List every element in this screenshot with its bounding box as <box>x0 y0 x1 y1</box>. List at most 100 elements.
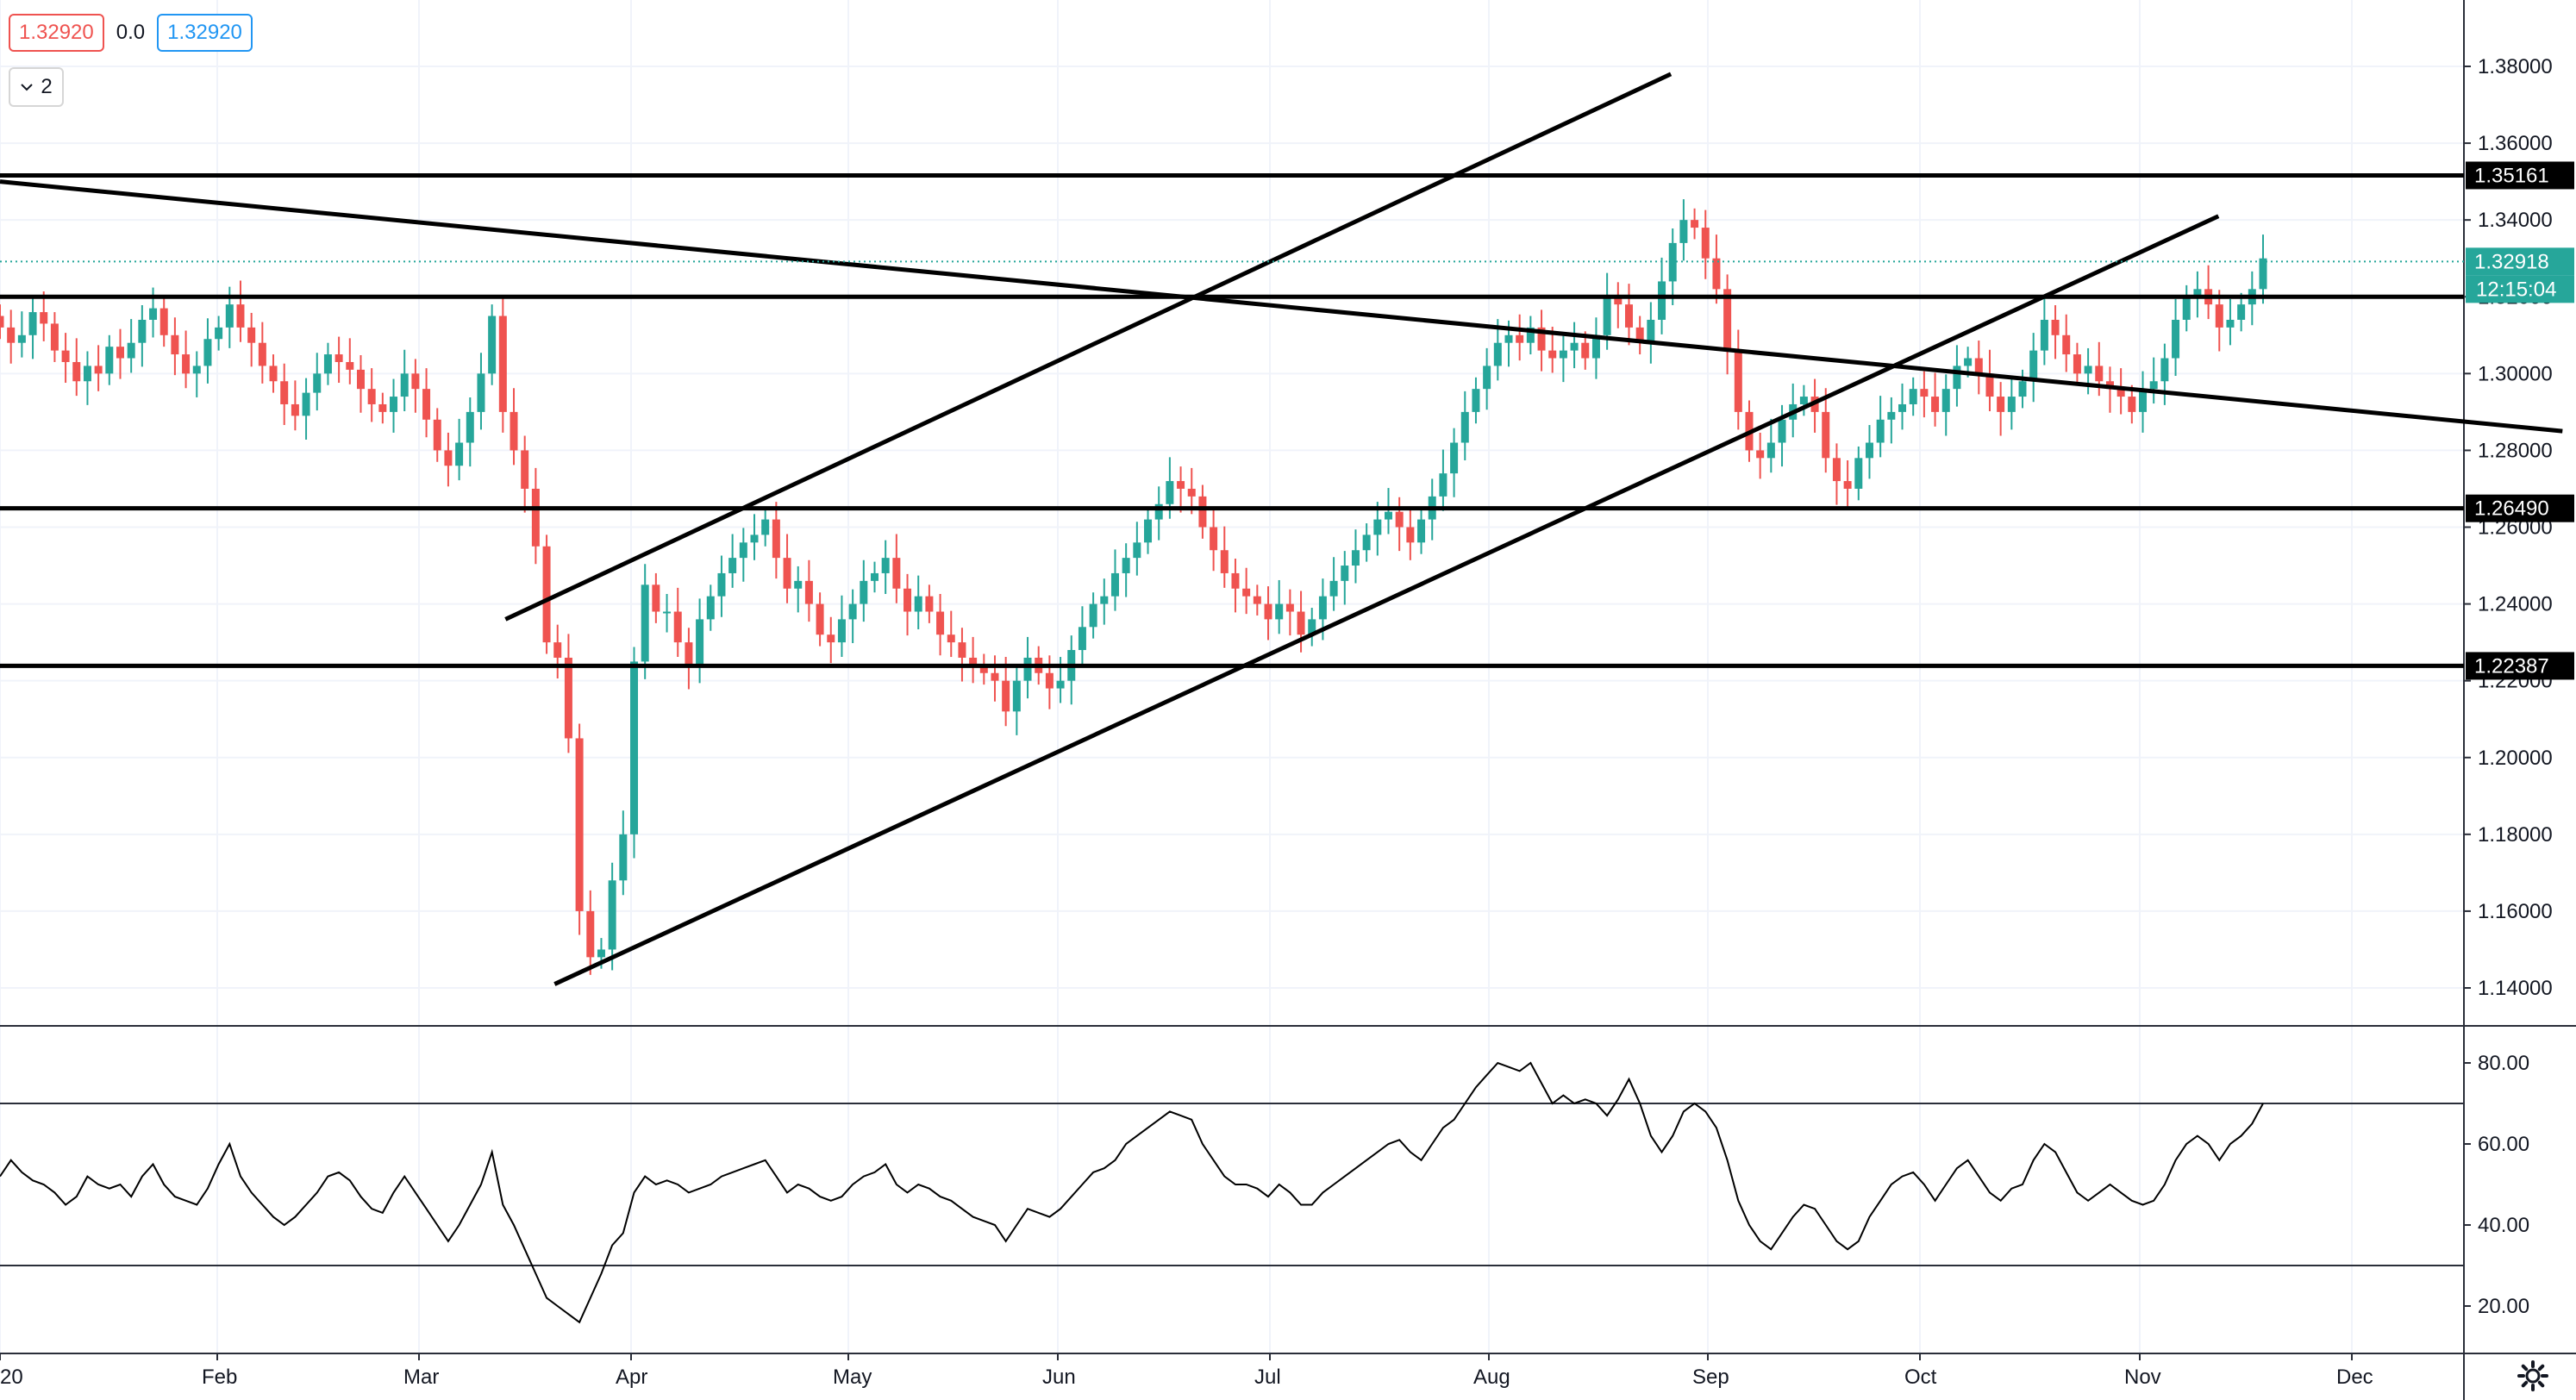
candle-body[interactable] <box>1953 366 1961 390</box>
candle-body[interactable] <box>553 642 562 658</box>
trendline[interactable] <box>504 72 1673 622</box>
candle-body[interactable] <box>1854 458 1863 489</box>
candle-body[interactable] <box>619 834 628 881</box>
candle-body[interactable] <box>1406 527 1415 543</box>
candle-body[interactable] <box>958 642 966 658</box>
candle-body[interactable] <box>302 392 310 416</box>
candle-body[interactable] <box>215 327 223 340</box>
bid-price-box[interactable]: 1.32920 <box>9 14 104 52</box>
candle-body[interactable] <box>1985 373 1994 397</box>
candle-body[interactable] <box>794 580 803 589</box>
candle-body[interactable] <box>1624 304 1633 328</box>
candle-body[interactable] <box>1285 603 1294 612</box>
candle-body[interactable] <box>2018 381 2027 397</box>
candle-body[interactable] <box>892 558 901 589</box>
candle-body[interactable] <box>1220 550 1229 573</box>
candle-body[interactable] <box>1144 519 1153 543</box>
candle-body[interactable] <box>1931 397 1940 412</box>
candle-body[interactable] <box>1974 358 1983 374</box>
candle-body[interactable] <box>1570 342 1579 351</box>
candle-body[interactable] <box>116 347 124 359</box>
candle-body[interactable] <box>1701 228 1710 259</box>
candle-body[interactable] <box>280 381 289 404</box>
candle-body[interactable] <box>860 580 868 604</box>
candle-body[interactable] <box>630 661 639 834</box>
candle-body[interactable] <box>1822 411 1830 459</box>
candle-body[interactable] <box>323 354 332 374</box>
candle-body[interactable] <box>1439 473 1447 497</box>
candle-body[interactable] <box>171 334 179 355</box>
candle-body[interactable] <box>1843 481 1852 489</box>
candle-body[interactable] <box>1385 511 1393 520</box>
candle-body[interactable] <box>1756 450 1765 459</box>
candle-body[interactable] <box>105 347 114 374</box>
indicators-toggle-button[interactable]: 2 <box>9 67 64 107</box>
candle-body[interactable] <box>1591 334 1600 359</box>
candle-body[interactable] <box>521 450 529 489</box>
trendline[interactable] <box>553 214 2220 986</box>
candle-body[interactable] <box>247 327 256 343</box>
candle-body[interactable] <box>969 657 978 666</box>
candle-body[interactable] <box>1166 481 1174 504</box>
candle-body[interactable] <box>1997 397 2005 412</box>
candle-body[interactable] <box>1308 619 1316 635</box>
candle-body[interactable] <box>1154 503 1163 520</box>
candle-body[interactable] <box>2040 319 2048 351</box>
candle-body[interactable] <box>848 603 857 620</box>
candle-body[interactable] <box>1635 327 1644 343</box>
candle-body[interactable] <box>673 611 682 643</box>
candle-body[interactable] <box>2182 297 2191 320</box>
candle-body[interactable] <box>816 603 824 635</box>
candle-body[interactable] <box>696 619 704 666</box>
candle-body[interactable] <box>94 366 103 374</box>
candle-body[interactable] <box>663 611 672 614</box>
candle-body[interactable] <box>608 880 616 950</box>
candle-body[interactable] <box>1002 680 1010 712</box>
candle-body[interactable] <box>378 403 387 412</box>
candle-body[interactable] <box>1133 542 1141 559</box>
candle-body[interactable] <box>717 572 726 597</box>
candle-body[interactable] <box>236 304 245 328</box>
candle-body[interactable] <box>192 366 201 374</box>
candle-body[interactable] <box>1876 419 1885 443</box>
candle-body[interactable] <box>2149 381 2158 390</box>
candle-body[interactable] <box>903 588 912 612</box>
candle-body[interactable] <box>159 308 168 335</box>
candle-body[interactable] <box>1351 550 1360 566</box>
candle-body[interactable] <box>510 411 518 451</box>
candle-body[interactable] <box>1264 603 1272 620</box>
candle-body[interactable] <box>61 350 70 362</box>
candle-body[interactable] <box>1122 558 1130 573</box>
candle-body[interactable] <box>870 572 878 581</box>
candle-body[interactable] <box>586 910 595 958</box>
candle-body[interactable] <box>936 611 945 635</box>
candle-body[interactable] <box>0 316 4 328</box>
candle-body[interactable] <box>1362 534 1371 551</box>
ask-price-box[interactable]: 1.32920 <box>157 14 253 52</box>
candle-body[interactable] <box>783 558 791 589</box>
candle-body[interactable] <box>182 354 191 374</box>
candle-body[interactable] <box>1516 334 1524 343</box>
candle-body[interactable] <box>685 642 693 666</box>
candle-body[interactable] <box>291 403 299 416</box>
candle-body[interactable] <box>804 580 813 604</box>
candle-body[interactable] <box>335 354 343 362</box>
candle-body[interactable] <box>313 373 322 393</box>
trendline[interactable] <box>0 179 2563 434</box>
candle-body[interactable] <box>2062 334 2071 355</box>
candle-body[interactable] <box>28 312 37 335</box>
candle-body[interactable] <box>641 584 649 662</box>
candle-body[interactable] <box>1417 519 1426 543</box>
candle-body[interactable] <box>837 619 846 643</box>
candle-body[interactable] <box>2073 354 2081 374</box>
candle-body[interactable] <box>17 334 26 343</box>
candle-body[interactable] <box>83 366 91 382</box>
candle-body[interactable] <box>1100 596 1109 604</box>
candle-body[interactable] <box>1832 458 1841 482</box>
candle-body[interactable] <box>1614 297 1623 305</box>
candle-body[interactable] <box>1395 511 1404 528</box>
candle-body[interactable] <box>1012 680 1021 712</box>
candle-body[interactable] <box>1318 596 1327 620</box>
candle-body[interactable] <box>2029 350 2038 382</box>
